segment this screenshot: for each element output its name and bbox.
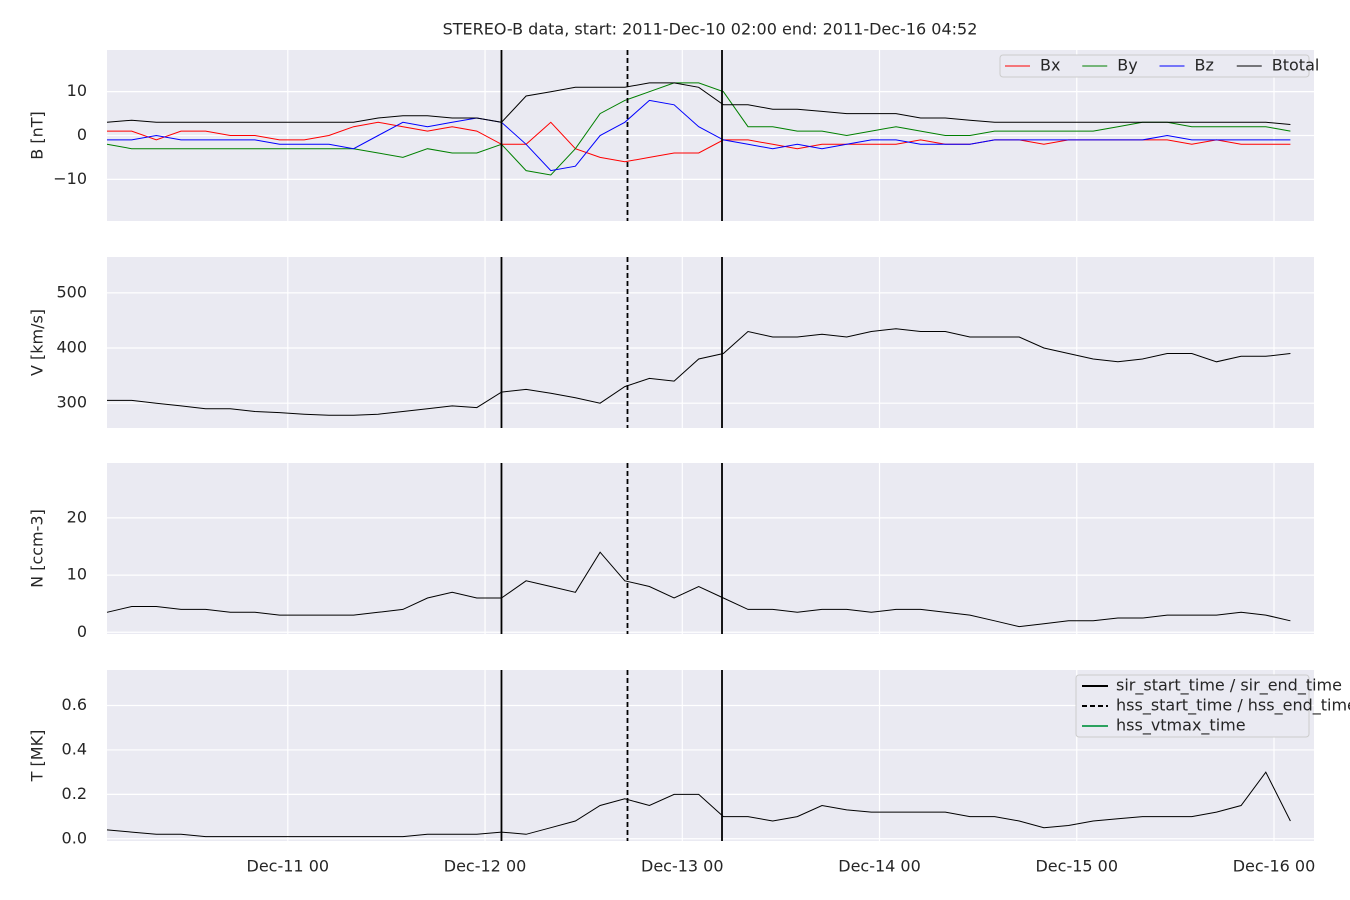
x-tick-label: Dec-16 00: [1233, 857, 1316, 876]
y-tick-label: 0.2: [62, 784, 87, 803]
legend-label: By: [1117, 56, 1137, 75]
x-tick-label: Dec-14 00: [838, 857, 921, 876]
legend-label: sir_start_time / sir_end_time: [1116, 676, 1342, 696]
series-line: [106, 82, 1291, 125]
legend-label: Bx: [1040, 56, 1060, 75]
legend-label: Bz: [1195, 56, 1214, 75]
y-tick-label: 500: [56, 282, 87, 301]
legend-label: hss_start_time / hss_end_time: [1116, 696, 1350, 716]
y-tick-label: −10: [53, 169, 87, 188]
x-tick-label: Dec-11 00: [247, 857, 330, 876]
legend-label: hss_vtmax_time: [1116, 716, 1246, 736]
series-line: [107, 99, 1291, 172]
x-tick-label: Dec-15 00: [1035, 857, 1118, 876]
y-tick-label: 300: [56, 393, 87, 412]
series-line: [106, 771, 1291, 838]
y-axis-label: B [nT]: [28, 111, 47, 159]
legend-box: [1075, 674, 1310, 738]
y-axis-label: V [km/s]: [28, 309, 47, 376]
y-axis-label: N [ccm-3]: [28, 509, 47, 588]
y-tick-label: 0.0: [62, 828, 87, 847]
legend-label: Btotal: [1272, 56, 1320, 75]
y-tick-label: 10: [67, 81, 87, 100]
series-line: [106, 551, 1291, 628]
legend-box: [999, 54, 1310, 78]
y-tick-label: 10: [67, 565, 87, 584]
y-tick-label: 400: [56, 338, 87, 357]
chart-title: STEREO-B data, start: 2011-Dec-10 02:00 …: [443, 20, 978, 39]
y-axis-label: T [MK]: [28, 730, 47, 783]
plot-area: [107, 463, 1314, 634]
x-tick-label: Dec-12 00: [444, 857, 527, 876]
y-tick-label: 0.4: [62, 739, 87, 758]
plot-area: [107, 257, 1314, 428]
y-tick-label: 0: [77, 125, 87, 144]
x-tick-label: Dec-13 00: [641, 857, 724, 876]
series-line: [107, 328, 1291, 416]
y-tick-label: 0.6: [62, 695, 87, 714]
y-tick-label: 0: [77, 622, 87, 641]
series-line: [106, 82, 1291, 176]
y-tick-label: 20: [67, 507, 87, 526]
